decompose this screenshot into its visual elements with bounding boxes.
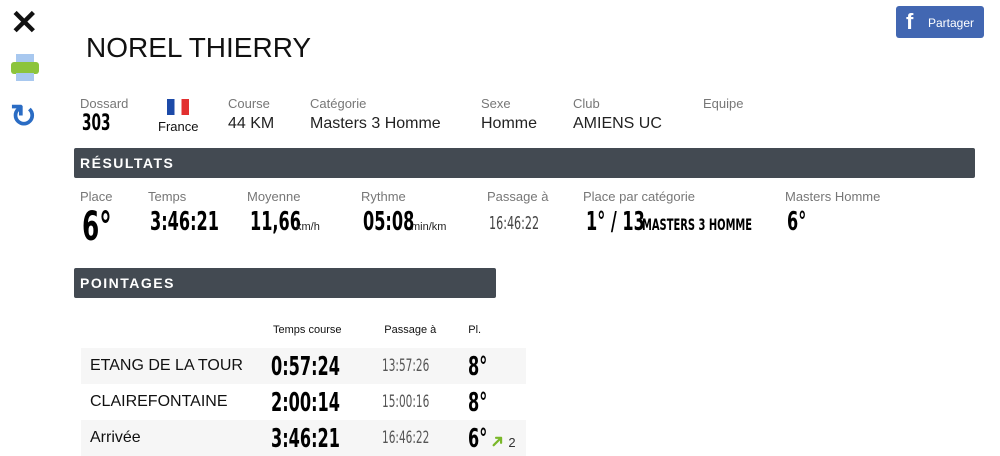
passage-label: Passage à xyxy=(487,189,549,204)
checkpoint-place: 8° xyxy=(468,351,488,382)
sex-label: Sexe xyxy=(481,96,511,111)
sex-value: Homme xyxy=(481,115,538,132)
col-passage: Passage à xyxy=(384,324,437,336)
checkpoint-passage: 16:46:22 xyxy=(382,428,430,448)
checkpoint-time: 3:46:21 xyxy=(271,423,340,454)
category-label: Catégorie xyxy=(310,96,367,111)
team-label: Equipe xyxy=(703,96,744,111)
time-label: Temps xyxy=(148,189,187,204)
checkpoint-passage: 13:57:26 xyxy=(382,356,430,376)
printer-icon[interactable] xyxy=(10,54,40,82)
refresh-icon[interactable]: ↻ xyxy=(10,98,37,134)
pace-value: 05:08min/km xyxy=(363,207,447,237)
table-row: CLAIREFONTAINE 2:00:14 15:00:16 8° xyxy=(81,384,526,420)
category-place-label: Place par catégorie xyxy=(583,189,696,204)
time-value: 3:46:21 xyxy=(150,207,219,237)
checkpoint-time: 2:00:14 xyxy=(271,387,340,418)
speed-value: 11,66km/h xyxy=(250,207,320,237)
places-gained: 2 xyxy=(508,434,516,450)
club-label: Club xyxy=(573,96,600,111)
pace-label: Rythme xyxy=(361,189,406,204)
dossard-value: 303 xyxy=(82,111,111,136)
place-value: 6° xyxy=(82,204,112,250)
club-value: AMIENS UC xyxy=(573,115,662,132)
course-value: 44 KM xyxy=(228,115,275,132)
speed-label: Moyenne xyxy=(247,189,301,204)
col-place: Pl. xyxy=(468,324,482,336)
athlete-name: NOREL THIERRY xyxy=(86,32,312,63)
close-icon[interactable]: ✕ xyxy=(10,4,39,42)
table-row: ETANG DE LA TOUR 0:57:24 13:57:26 8° xyxy=(81,348,526,384)
checkpoints-table: Temps course Passage à Pl. ETANG DE LA T… xyxy=(81,312,526,456)
country: France xyxy=(158,119,199,134)
checkpoint-place: 6° xyxy=(468,423,488,454)
masters-value: 6° xyxy=(787,207,807,237)
passage-value: 16:46:22 xyxy=(489,213,540,234)
category-place-value: 1° / 13MASTERS 3 HOMME xyxy=(586,207,753,237)
table-row: Arrivée 3:46:21 16:46:22 6°➜2 xyxy=(81,420,526,456)
masters-label: Masters Homme xyxy=(785,189,881,204)
col-time: Temps course xyxy=(273,324,342,336)
checkpoints-header: POINTAGES xyxy=(74,268,496,298)
checkpoint-name: ETANG DE LA TOUR xyxy=(90,357,243,374)
checkpoint-place: 8° xyxy=(468,387,488,418)
checkpoint-passage: 15:00:16 xyxy=(382,392,430,412)
place-label: Place xyxy=(80,189,113,204)
flag-icon xyxy=(167,99,189,115)
course-label: Course xyxy=(228,96,270,111)
results-header: RÉSULTATS xyxy=(74,148,975,178)
dossard-label: Dossard xyxy=(80,96,129,111)
category-value: Masters 3 Homme xyxy=(310,115,441,132)
share-button[interactable]: f Partager xyxy=(896,6,984,38)
checkpoint-name: Arrivée xyxy=(90,429,141,446)
checkpoint-time: 0:57:24 xyxy=(271,351,340,382)
facebook-icon: f xyxy=(906,9,914,34)
share-label: Partager xyxy=(928,16,975,30)
checkpoint-name: CLAIREFONTAINE xyxy=(90,393,228,410)
